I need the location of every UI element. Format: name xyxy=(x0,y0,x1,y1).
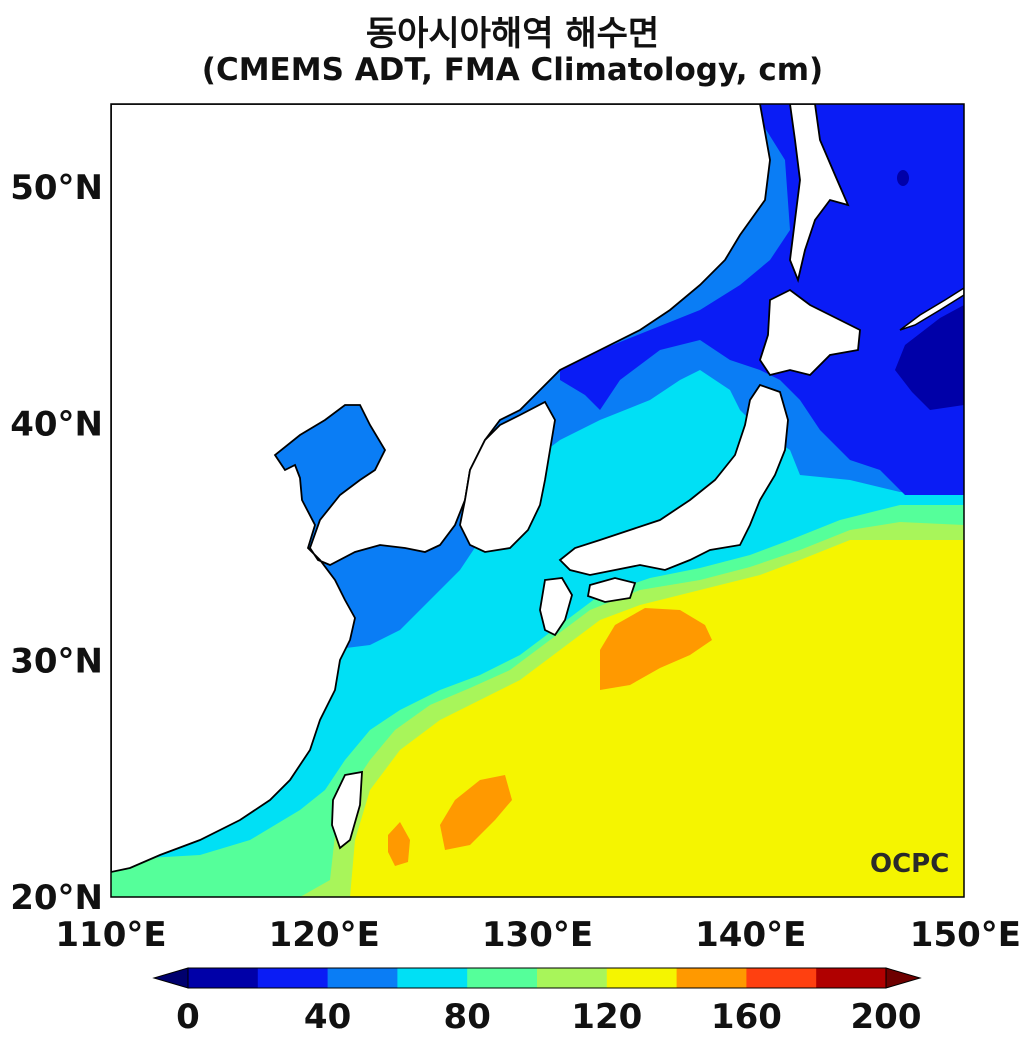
colorbar-over-arrow xyxy=(885,967,922,989)
lat-tick-label: 40°N xyxy=(10,405,103,445)
colorbar-swatch xyxy=(606,968,678,988)
land-hokkaido xyxy=(759,288,861,377)
land-kamchatka-kuril xyxy=(899,287,964,331)
map-frame xyxy=(110,103,965,898)
colorbar-tick-label: 80 xyxy=(444,997,491,1037)
land-korea xyxy=(459,400,556,553)
colorbar-tick-label: 40 xyxy=(304,997,351,1037)
lat-tick-label: 20°N xyxy=(10,878,103,918)
colorbar-swatch xyxy=(816,968,887,988)
land-mainland-asia xyxy=(111,104,771,873)
latitude-tick-labels: 20°N 30°N 40°N 50°N xyxy=(10,168,103,918)
colorbar-swatch xyxy=(327,968,398,988)
colorbar-swatch xyxy=(257,968,329,988)
band-0-20-spot xyxy=(897,170,909,186)
lon-tick-label: 120°E xyxy=(269,915,380,955)
colorbar-swatch xyxy=(537,968,608,988)
colorbar-swatch xyxy=(746,968,817,988)
band-140-160-south xyxy=(440,775,512,850)
lat-tick-label: 50°N xyxy=(10,168,103,208)
band-0-20 xyxy=(895,305,964,410)
colorbar-tick-label: 160 xyxy=(711,997,782,1037)
colorbar-swatch xyxy=(397,968,468,988)
ocpc-logo-text: OCPC xyxy=(870,849,949,879)
land-sakhalin xyxy=(789,104,850,283)
longitude-tick-labels: 110°E 120°E 130°E 140°E 150°E xyxy=(55,915,1021,955)
land-taiwan xyxy=(331,770,363,850)
map-title: 동아시아해역 해수면 xyxy=(365,14,660,54)
colorbar-under-arrow xyxy=(152,967,189,989)
band-20-40 xyxy=(560,104,964,495)
colorbar-tick-label: 200 xyxy=(851,997,922,1037)
band-140-160-small xyxy=(388,822,410,866)
colorbar-swatch xyxy=(188,968,259,988)
lon-tick-label: 110°E xyxy=(55,915,166,955)
lon-tick-label: 140°E xyxy=(695,915,806,955)
land-kyushu xyxy=(539,577,573,637)
map-subtitle: (CMEMS ADT, FMA Climatology, cm) xyxy=(201,52,824,88)
colorbar-swatch xyxy=(676,968,747,988)
sea-level-field xyxy=(111,104,964,897)
colorbar-swatch xyxy=(467,968,538,988)
land-honshu xyxy=(558,383,789,576)
lon-tick-label: 150°E xyxy=(910,915,1021,955)
colorbar-tick-label: 0 xyxy=(176,997,200,1037)
colorbar-tick-label: 120 xyxy=(571,997,642,1037)
lat-tick-label: 30°N xyxy=(10,641,103,681)
lon-tick-label: 130°E xyxy=(482,915,593,955)
colorbar: 0 40 80 120 160 200 xyxy=(152,967,922,1037)
band-140-160-kuroshio xyxy=(600,608,712,690)
land-shikoku xyxy=(586,577,637,603)
colorbar-frame xyxy=(187,967,887,989)
